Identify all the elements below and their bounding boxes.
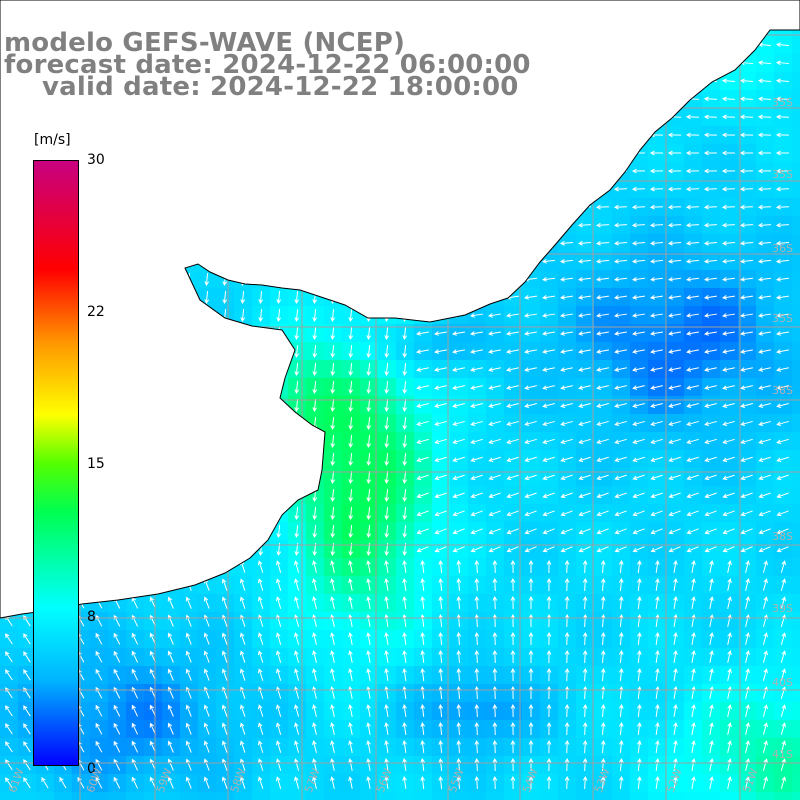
wind-speed-cell [792,234,800,252]
wind-speed-cell [306,792,324,800]
wind-speed-cell [36,792,54,800]
colorbar-tick-30: 30 [87,153,105,167]
wind-speed-cell [486,792,504,800]
wind-speed-cell [774,792,792,800]
wind-speed-cell [540,792,558,800]
lat-label: 41S [772,748,793,761]
wind-speed-cell [18,792,36,800]
wind-speed-cell [558,792,576,800]
wind-speed-cell [450,792,468,800]
wind-speed-cell [792,252,800,270]
wind-speed-cell [792,576,800,594]
wind-speed-cell [432,792,450,800]
wind-speed-cell [792,162,800,180]
wind-speed-cell [324,792,342,800]
wind-speed-cell [792,108,800,126]
wind-speed-cell [378,792,396,800]
wind-speed-cell [792,666,800,684]
wind-speed-cell [198,792,216,800]
lat-label: 35S [772,168,793,181]
wind-speed-cell [792,486,800,504]
wind-speed-cell [792,522,800,540]
lat-label: 36S [772,242,793,255]
wind-speed-cell [612,792,630,800]
wind-speed-cell [630,792,648,800]
wind-speed-cell [792,720,800,738]
wind-speed-cell [738,792,756,800]
wind-speed-cell [792,432,800,450]
colorbar [33,160,79,766]
wind-speed-cell [792,396,800,414]
valid-date: valid date: 2024-12-22 18:00:00 [42,74,519,100]
lat-label: 35S [772,96,793,109]
wind-speed-cell [342,792,360,800]
wind-speed-cell [792,414,800,432]
lat-label: 38S [772,384,793,397]
wind-speed-cell [792,36,800,54]
wind-speed-cell [252,792,270,800]
wind-speed-cell [126,792,144,800]
wind-speed-cell [792,684,800,702]
wind-speed-cell [792,774,800,792]
wind-speed-cell [792,72,800,90]
lat-label: 35S [772,312,793,325]
wind-speed-cell [792,378,800,396]
wind-speed-cell [792,54,800,72]
colorbar-tick-8: 8 [87,610,96,624]
wind-speed-cell [72,792,90,800]
lat-label: 40S [772,676,793,689]
lat-label: 39S [772,602,793,615]
wind-speed-cell [792,738,800,756]
wind-speed-cell [792,288,800,306]
wind-speed-cell [576,792,594,800]
wind-speed-cell [648,792,666,800]
colorbar-unit: [m/s] [34,132,71,148]
wind-speed-cell [792,126,800,144]
wind-speed-cell [792,756,800,774]
wind-speed-cell [792,648,800,666]
wind-speed-cell [792,540,800,558]
wind-speed-cell [684,792,702,800]
wind-speed-cell [792,306,800,324]
wind-speed-cell [756,792,774,800]
wind-speed-cell [468,792,486,800]
wind-speed-cell [792,612,800,630]
wind-speed-cell [108,792,126,800]
wind-speed-cell [792,594,800,612]
wind-speed-cell [504,792,522,800]
wind-speed-cell [792,198,800,216]
wind-speed-cell [792,144,800,162]
lat-label: 38S [772,530,793,543]
wind-speed-cell [792,558,800,576]
wind-speed-cell [414,792,432,800]
wind-speed-cell [792,504,800,522]
wind-speed-cell [792,630,800,648]
wind-speed-cell [792,180,800,198]
wind-speed-cell [792,702,800,720]
wind-speed-cell [288,792,306,800]
wind-speed-cell [702,792,720,800]
wind-speed-cell [792,270,800,288]
wind-speed-cell [216,792,234,800]
wind-speed-cell [792,360,800,378]
wind-speed-cell [396,792,414,800]
wind-speed-cell [144,792,162,800]
wind-speed-cell [792,342,800,360]
wind-speed-cell [180,792,198,800]
wind-speed-cell [792,216,800,234]
wind-speed-cell [54,792,72,800]
wind-speed-cell [792,792,800,800]
wind-speed-cell [720,792,738,800]
wind-speed-cell [360,792,378,800]
colorbar-tick-22: 22 [87,305,105,319]
wind-speed-cell [792,90,800,108]
wind-speed-cell [270,792,288,800]
wind-speed-cell [792,468,800,486]
wind-speed-cell [792,450,800,468]
colorbar-tick-15: 15 [87,457,105,471]
